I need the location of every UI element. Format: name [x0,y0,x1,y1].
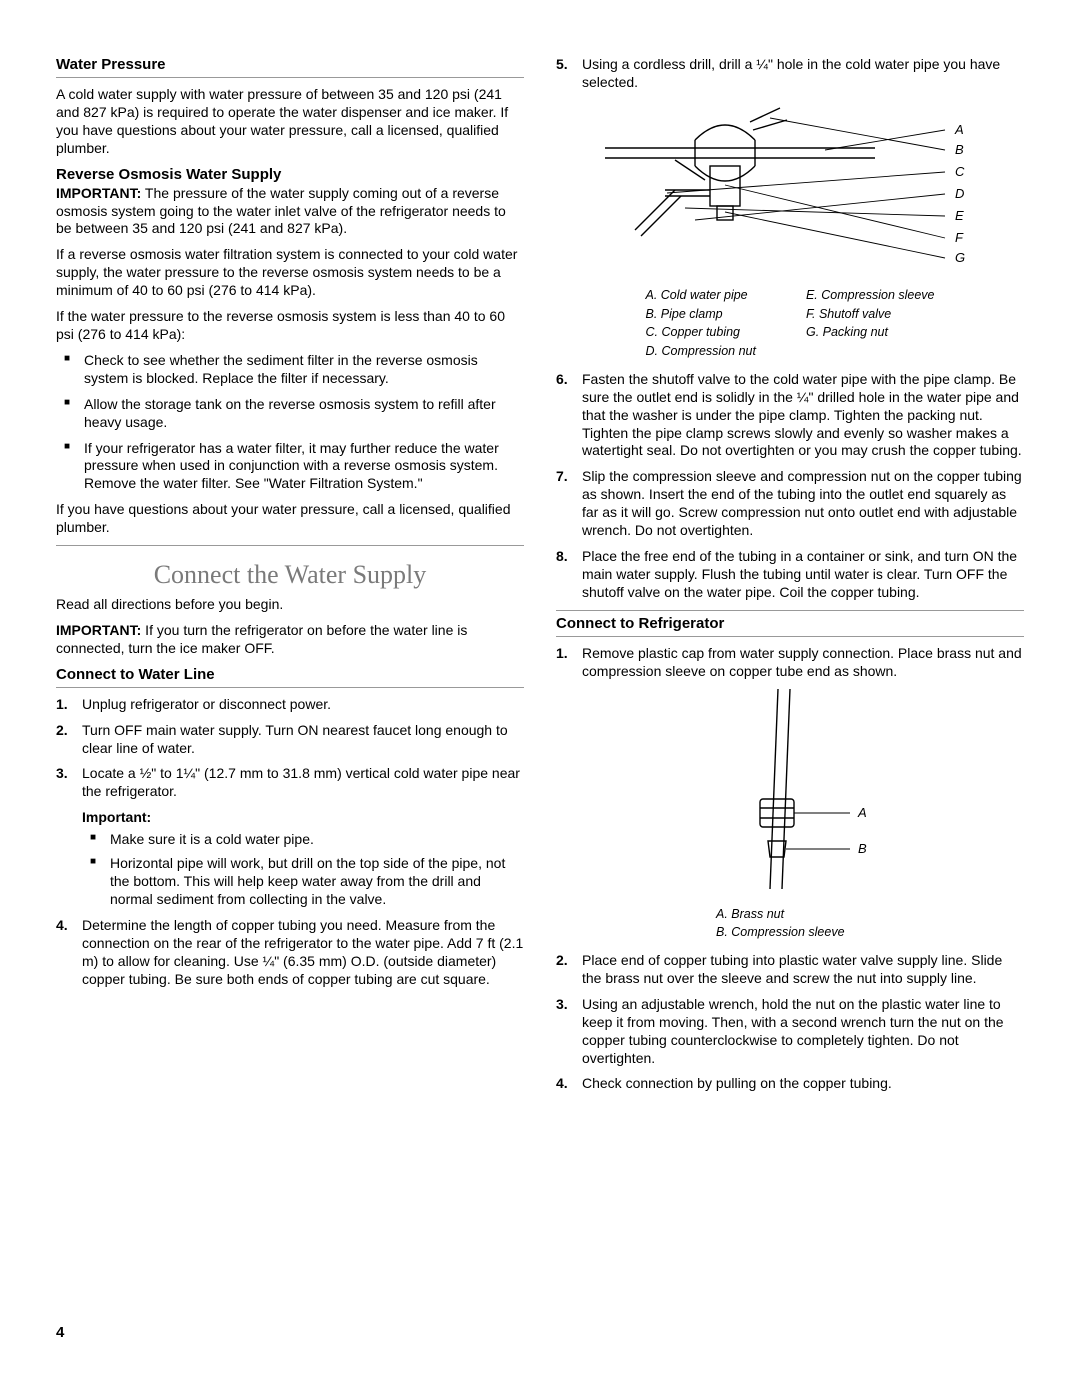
heading-connect-refrigerator: Connect to Refrigerator [556,615,1024,632]
paragraph: Read all directions before you begin. [56,596,524,614]
section-title-connect-water-supply: Connect the Water Supply [56,560,524,590]
legend-item: C. Copper tubing [646,323,756,342]
list-item: Place the free end of the tubing in a co… [556,548,1024,602]
ordered-list-ctr234: Place end of copper tubing into plastic … [556,952,1024,1093]
rule [56,545,524,546]
legend-item: E. Compression sleeve [806,286,935,305]
rule [56,687,524,688]
heading-reverse-osmosis: Reverse Osmosis Water Supply [56,166,524,183]
rule [56,77,524,78]
list-item: Check connection by pulling on the coppe… [556,1075,1024,1093]
valve-diagram-svg: A B C D E F G [575,100,1005,280]
list-item: Unplug refrigerator or disconnect power. [56,696,524,714]
rule [556,610,1024,611]
diagram1-legend: A. Cold water pipe B. Pipe clamp C. Copp… [556,286,1024,361]
list-item: Determine the length of copper tubing yo… [56,917,524,989]
diagram-label-a: A [954,122,964,137]
ordered-list-r678: Fasten the shutoff valve to the cold wat… [556,371,1024,602]
paragraph: IMPORTANT: If you turn the refrigerator … [56,622,524,658]
legend-col-right: E. Compression sleeve F. Shutoff valve G… [806,286,935,361]
list-item: Allow the storage tank on the reverse os… [56,396,524,432]
list-item: Slip the compression sleeve and compress… [556,468,1024,540]
heading-water-pressure: Water Pressure [56,56,524,73]
nested-important: Important: [82,809,524,825]
diagram-tube: A B A. Brass nut B. Compression sleeve [556,689,1024,943]
legend-item: B. Compression sleeve [716,923,1024,942]
diagram-valve: A B C D E F G A. Cold water pipe B. Pipe… [556,100,1024,361]
diagram-label-f: F [955,230,964,245]
legend-item: A. Cold water pipe [646,286,756,305]
list-item: Horizontal pipe will work, but drill on … [82,855,524,909]
heading-connect-water-line: Connect to Water Line [56,666,524,683]
important-label: IMPORTANT: [56,185,141,201]
important-label: IMPORTANT: [56,622,141,638]
left-column: Water Pressure A cold water supply with … [56,56,524,1101]
legend-item: F. Shutoff valve [806,305,935,324]
legend-item: B. Pipe clamp [646,305,756,324]
diagram-label-b: B [955,142,964,157]
rule [556,636,1024,637]
list-item: Make sure it is a cold water pipe. [82,831,524,849]
list-item: Place end of copper tubing into plastic … [556,952,1024,988]
diagram2-label-b: B [858,841,867,856]
list-item: Using an adjustable wrench, hold the nut… [556,996,1024,1068]
list-item: If your refrigerator has a water filter,… [56,440,524,494]
paragraph: If you have questions about your water p… [56,501,524,537]
paragraph: A cold water supply with water pressure … [56,86,524,158]
diagram-label-c: C [955,164,965,179]
ordered-list-ctr1: Remove plastic cap from water supply con… [556,645,1024,681]
page-columns: Water Pressure A cold water supply with … [56,56,1024,1101]
list-item: Using a cordless drill, drill a ¼" hole … [556,56,1024,92]
paragraph: IMPORTANT: The pressure of the water sup… [56,185,524,239]
list-item: Fasten the shutoff valve to the cold wat… [556,371,1024,461]
bullet-list: Check to see whether the sediment filter… [56,352,524,493]
diagram-label-d: D [955,186,964,201]
right-column: Using a cordless drill, drill a ¼" hole … [556,56,1024,1101]
legend-col-left: A. Cold water pipe B. Pipe clamp C. Copp… [646,286,756,361]
diagram2-legend: A. Brass nut B. Compression sleeve [716,905,1024,943]
nested-bullet-list: Make sure it is a cold water pipe. Horiz… [82,831,524,909]
ordered-list: Unplug refrigerator or disconnect power.… [56,696,524,802]
legend-item: A. Brass nut [716,905,1024,924]
tube-diagram-svg: A B [660,689,920,899]
legend-item: D. Compression nut [646,342,756,361]
list-item: Check to see whether the sediment filter… [56,352,524,388]
diagram-label-g: G [955,250,965,265]
list-item: Locate a ½" to 1¼" (12.7 mm to 31.8 mm) … [56,765,524,801]
legend-item: G. Packing nut [806,323,935,342]
ordered-list-cont: Determine the length of copper tubing yo… [56,917,524,989]
paragraph: If the water pressure to the reverse osm… [56,308,524,344]
ordered-list-r5: Using a cordless drill, drill a ¼" hole … [556,56,1024,92]
diagram-label-e: E [955,208,964,223]
list-item: Turn OFF main water supply. Turn ON near… [56,722,524,758]
diagram2-label-a: A [857,805,867,820]
paragraph: If a reverse osmosis water filtration sy… [56,246,524,300]
page-number: 4 [56,1324,64,1341]
list-item: Remove plastic cap from water supply con… [556,645,1024,681]
